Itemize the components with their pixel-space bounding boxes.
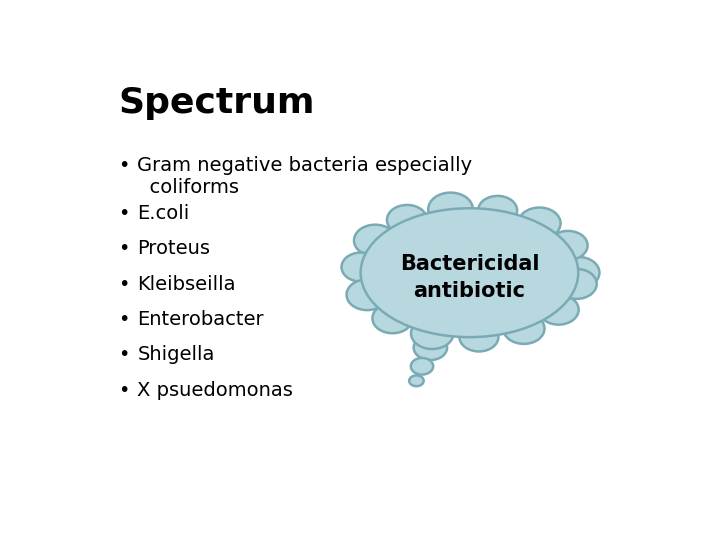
Circle shape [372,303,413,333]
Circle shape [387,205,427,235]
Text: Kleibseilla: Kleibseilla [138,275,236,294]
Text: •: • [118,346,130,365]
Circle shape [354,225,397,256]
Ellipse shape [361,208,578,337]
Circle shape [428,193,473,226]
Text: X psuedomonas: X psuedomonas [138,381,293,400]
Circle shape [411,318,454,349]
Text: Bactericidal: Bactericidal [400,254,539,274]
Ellipse shape [361,208,578,337]
Circle shape [341,253,381,282]
Circle shape [518,207,561,239]
Text: Spectrum: Spectrum [118,85,315,119]
Circle shape [503,313,544,344]
Circle shape [411,358,433,375]
Circle shape [414,335,447,360]
Text: •: • [118,204,130,223]
Circle shape [557,269,597,299]
Text: •: • [118,310,130,329]
Text: •: • [118,381,130,400]
Text: Enterobacter: Enterobacter [138,310,264,329]
Circle shape [409,375,423,386]
Text: Shigella: Shigella [138,346,215,365]
Text: Proteus: Proteus [138,239,210,258]
Circle shape [549,231,588,260]
Text: Gram negative bacteria especially
  coliforms: Gram negative bacteria especially colifo… [138,156,472,197]
Circle shape [346,279,388,310]
Circle shape [539,295,579,325]
Circle shape [459,322,498,352]
Circle shape [557,257,600,288]
Circle shape [478,196,517,225]
Text: E.coli: E.coli [138,204,189,223]
Text: antibiotic: antibiotic [413,281,526,301]
Text: •: • [118,156,130,176]
Text: •: • [118,239,130,258]
Text: •: • [118,275,130,294]
